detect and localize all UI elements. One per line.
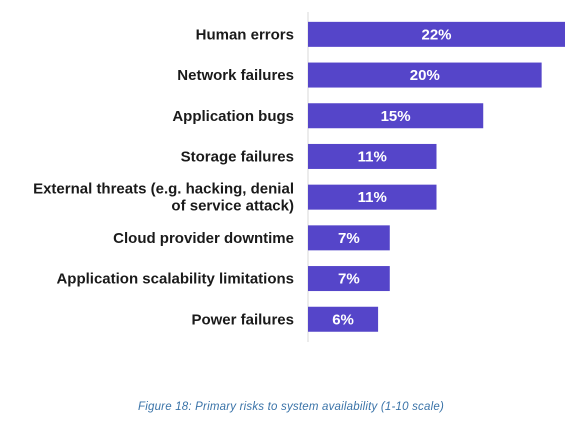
bar	[308, 143, 437, 169]
category-label-line: Network failures	[177, 67, 294, 84]
category-label-line: Human errors	[196, 26, 294, 43]
bar	[308, 225, 390, 251]
bar-value-label: 7%	[338, 230, 360, 247]
category-label: Power failures	[191, 311, 294, 328]
bar-value-label: 11%	[358, 148, 387, 165]
category-label-line: Cloud provider downtime	[113, 230, 294, 247]
bar-value-label: 11%	[358, 189, 387, 206]
category-label-line: External threats (e.g. hacking, denial	[33, 181, 294, 198]
category-label-line: Storage failures	[181, 148, 294, 165]
category-label: Cloud provider downtime	[113, 230, 294, 247]
category-label-line: Application bugs	[172, 108, 294, 125]
category-label-line: Power failures	[191, 311, 294, 328]
category-label: Application bugs	[172, 108, 294, 125]
category-label: Storage failures	[181, 148, 294, 165]
bar-chart: 22% Human errors 20% Network failures 15% App…	[33, 12, 565, 342]
bar	[308, 103, 484, 129]
bar-value-label: 15%	[381, 108, 411, 125]
bar	[308, 306, 379, 332]
category-label-line: of service attack)	[171, 198, 294, 215]
category-label: Network failures	[177, 67, 294, 84]
category-label: Application scalability limitations	[56, 271, 294, 288]
bar	[308, 62, 542, 88]
figure-caption: Figure 18: Primary risks to system avail…	[138, 401, 444, 413]
bar	[308, 21, 565, 47]
category-label-line: Application scalability limitations	[56, 271, 294, 288]
category-label: Human errors	[196, 26, 294, 43]
bar-value-label: 22%	[421, 26, 451, 43]
bar-value-label: 20%	[410, 67, 440, 84]
bar-value-label: 6%	[332, 311, 354, 328]
bar	[308, 266, 390, 292]
bar	[308, 184, 437, 210]
bar-value-label: 7%	[338, 271, 360, 288]
category-label: External threats (e.g. hacking, denial of…	[33, 181, 294, 215]
bars-group: 22% Human errors 20% Network failures 15% App…	[33, 21, 565, 332]
